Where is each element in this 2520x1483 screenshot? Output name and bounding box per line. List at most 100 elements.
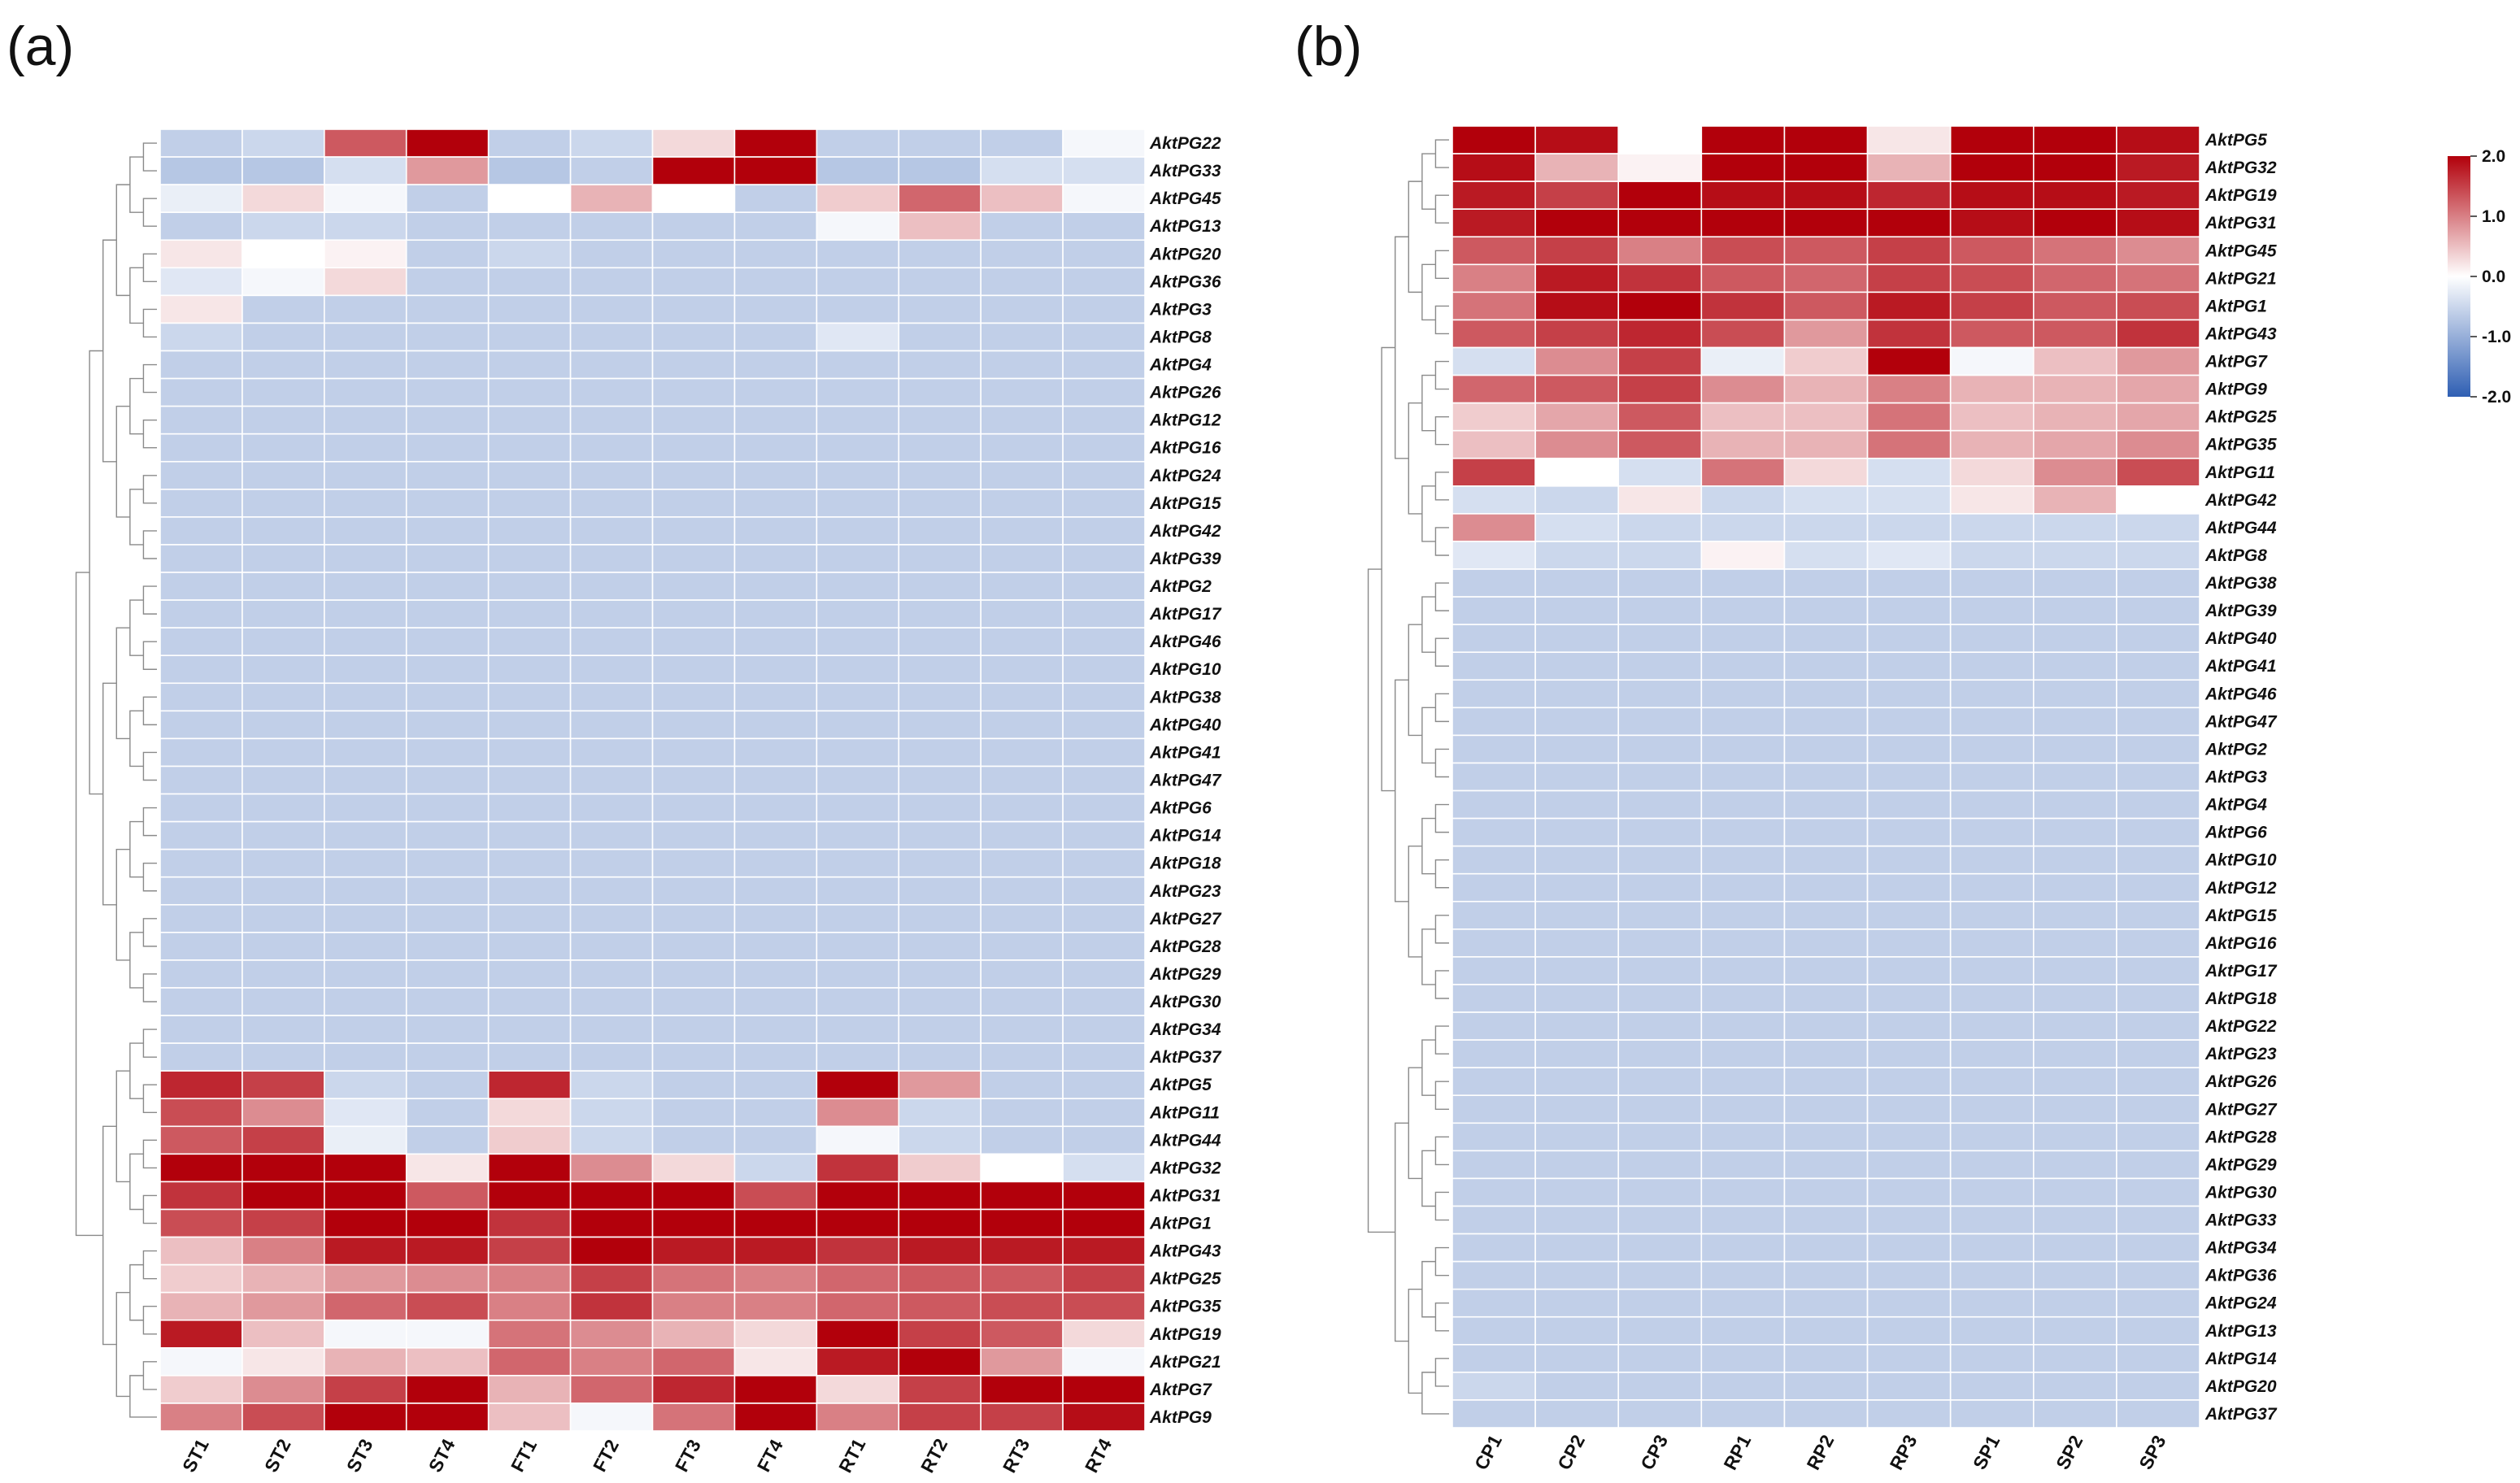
heatmap-cell xyxy=(1062,1347,1146,1376)
heatmap-cell xyxy=(1452,984,1536,1013)
heatmap-cell xyxy=(1866,900,1952,930)
heatmap-cell xyxy=(816,350,900,380)
heatmap-cell xyxy=(1700,734,1786,764)
heatmap-cell xyxy=(816,544,900,573)
heatmap-cell xyxy=(242,267,325,297)
heatmap-cell xyxy=(2116,402,2200,432)
heatmap-cell xyxy=(569,1098,654,1128)
heatmap-cell xyxy=(405,710,490,740)
heatmap-cell xyxy=(980,1181,1064,1211)
heatmap-cell xyxy=(2032,374,2117,404)
heatmap-cell xyxy=(1783,125,1869,154)
heatmap-cell xyxy=(242,959,325,989)
row-label: AktPG15 xyxy=(1149,494,1221,513)
row-label: AktPG21 xyxy=(2204,269,2277,288)
heatmap-cell xyxy=(324,433,407,463)
heatmap-cell xyxy=(569,959,654,989)
heatmap-cell xyxy=(1783,984,1869,1013)
heatmap-cell xyxy=(569,1263,654,1294)
heatmap-cell xyxy=(405,737,490,768)
heatmap-cell xyxy=(1866,1067,1952,1097)
heatmap-cell xyxy=(1783,1233,1869,1263)
heatmap-cell xyxy=(1617,900,1703,930)
heatmap-cell xyxy=(569,682,654,712)
heatmap-cell xyxy=(242,820,325,850)
heatmap-cell xyxy=(1783,845,1869,875)
heatmap-cell xyxy=(651,128,736,158)
heatmap-cell xyxy=(405,294,490,324)
heatmap-cell xyxy=(733,1263,818,1294)
heatmap-cell xyxy=(324,267,407,297)
dendrogram-branch xyxy=(1421,929,1436,985)
heatmap-cell xyxy=(1617,1288,1703,1318)
column-label: ST3 xyxy=(342,1436,377,1476)
heatmap-cell xyxy=(159,932,243,961)
heatmap-cell xyxy=(2116,929,2200,958)
heatmap-cell xyxy=(733,793,818,823)
heatmap-cell xyxy=(324,682,407,712)
dendrogram-branch xyxy=(142,1084,157,1113)
heatmap-cell xyxy=(569,184,654,213)
heatmap-cell xyxy=(242,156,325,185)
row-label: AktPG21 xyxy=(1149,1353,1221,1372)
row-label: AktPG9 xyxy=(2204,381,2267,399)
heatmap-cell xyxy=(1617,984,1703,1013)
heatmap-cell xyxy=(733,737,818,768)
row-label: AktPG26 xyxy=(2204,1072,2277,1091)
dendrogram-branch xyxy=(1434,139,1449,168)
heatmap-cell xyxy=(2032,1399,2117,1429)
heatmap-cell xyxy=(651,516,736,546)
heatmap-cell xyxy=(1062,1291,1146,1321)
heatmap-cell xyxy=(898,737,981,768)
heatmap-cell xyxy=(487,959,572,989)
heatmap-panel-a: AktPG22 AktPG33 AktPG45 AktPG13 AktPG20 AktPG… xyxy=(159,128,1222,1476)
heatmap-cell xyxy=(487,1291,572,1321)
heatmap-cell xyxy=(405,1098,490,1128)
heatmap-cell xyxy=(816,1375,900,1404)
heatmap-cell xyxy=(159,820,243,850)
row-label: AktPG7 xyxy=(1149,1381,1212,1399)
heatmap-cell xyxy=(898,1236,981,1266)
column-label: RT1 xyxy=(834,1435,869,1476)
dendrogram-branch xyxy=(1434,305,1449,335)
row-label: AktPG32 xyxy=(1149,1159,1221,1177)
heatmap-cell xyxy=(487,377,572,407)
heatmap-cell xyxy=(405,848,490,878)
row-label: AktPG17 xyxy=(1149,605,1222,624)
heatmap-cell xyxy=(1700,402,1786,432)
heatmap-cell xyxy=(1866,319,1952,349)
heatmap-cell xyxy=(1866,568,1952,598)
heatmap-cell xyxy=(405,820,490,850)
row-label: AktPG26 xyxy=(1149,384,1221,402)
heatmap-cell xyxy=(2116,1344,2200,1373)
heatmap-cell xyxy=(1783,956,1869,985)
heatmap-cell xyxy=(1866,1150,1952,1180)
heatmap-cell xyxy=(651,959,736,989)
heatmap-cell xyxy=(980,460,1064,490)
heatmap-cell xyxy=(898,1263,981,1294)
heatmap-cell xyxy=(405,1375,490,1404)
heatmap-cell xyxy=(1949,429,2035,459)
heatmap-cell xyxy=(1534,817,1620,847)
column-label: RT4 xyxy=(1081,1435,1116,1476)
heatmap-cell xyxy=(487,820,572,850)
heatmap-cell xyxy=(1062,350,1146,380)
dendrogram-branch xyxy=(1434,1246,1449,1276)
heatmap-cell xyxy=(1949,679,2035,709)
column-label: SP2 xyxy=(2052,1432,2087,1473)
heatmap-cell xyxy=(487,765,572,795)
heatmap-cell xyxy=(242,460,325,490)
heatmap-cell xyxy=(324,1042,407,1072)
heatmap-cell xyxy=(1062,710,1146,740)
heatmap-cell xyxy=(159,1375,243,1404)
heatmap-cell xyxy=(159,211,243,241)
heatmap-cell xyxy=(487,682,572,712)
heatmap-cell xyxy=(1062,239,1146,269)
heatmap-cell xyxy=(1700,1316,1786,1346)
heatmap-cell xyxy=(980,1375,1064,1404)
column-label: RP3 xyxy=(1886,1431,1922,1473)
heatmap-cell xyxy=(2116,734,2200,764)
heatmap-cell xyxy=(733,239,818,269)
heatmap-cell xyxy=(651,1403,736,1432)
heatmap-cell xyxy=(324,294,407,324)
